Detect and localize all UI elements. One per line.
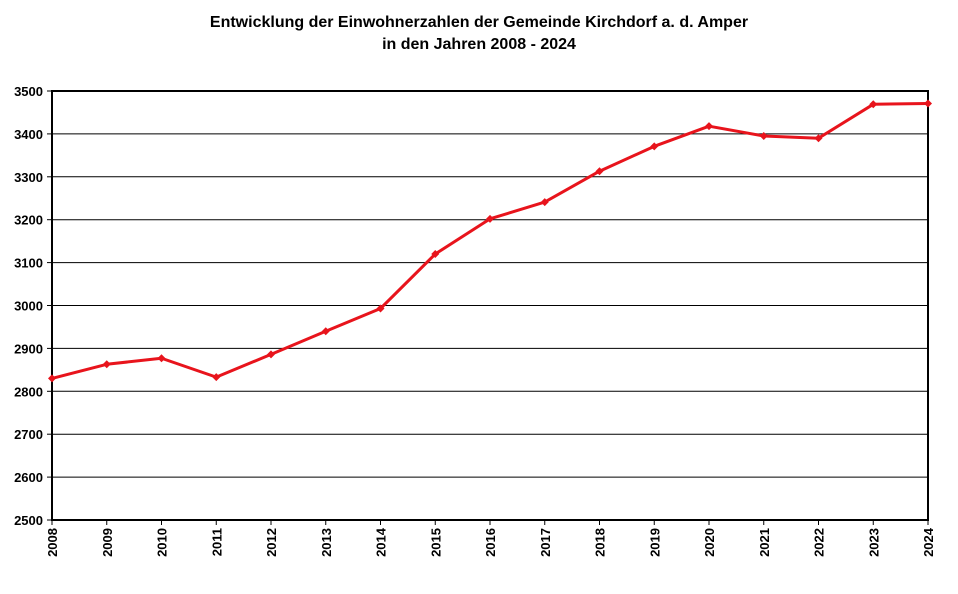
data-point	[321, 327, 330, 336]
y-tick-label: 3500	[14, 84, 43, 99]
data-point	[157, 354, 166, 363]
y-tick-label: 2600	[14, 470, 43, 485]
x-tick-label: 2019	[647, 528, 662, 557]
x-tick-label: 2016	[483, 528, 498, 557]
data-point	[540, 198, 549, 207]
x-tick-label: 2020	[702, 528, 717, 557]
x-tick-label: 2015	[428, 528, 443, 557]
x-tick-label: 2008	[45, 528, 60, 557]
x-tick-label: 2009	[100, 528, 115, 557]
y-tick-label: 3400	[14, 127, 43, 142]
data-point	[924, 99, 932, 108]
x-tick-label: 2024	[921, 527, 936, 557]
data-point	[102, 360, 111, 369]
data-point	[759, 132, 768, 141]
data-point	[486, 214, 494, 223]
y-tick-label: 2500	[14, 513, 43, 528]
x-tick-label: 2018	[593, 528, 608, 557]
x-tick-label: 2013	[319, 528, 334, 557]
x-tick-label: 2022	[812, 528, 827, 557]
x-tick-label: 2017	[538, 528, 553, 557]
axes	[47, 90, 929, 525]
tick-labels: 2500 2600 2700 2800 2900 3000 3100 3200 3300 3400…	[14, 84, 936, 557]
data-point	[212, 373, 221, 382]
y-tick-label: 3100	[14, 256, 43, 271]
y-tick-label: 2700	[14, 427, 43, 442]
data-point	[869, 100, 878, 109]
data-point	[48, 374, 56, 383]
y-tick-label: 3200	[14, 213, 43, 228]
data-point	[705, 122, 713, 131]
data-point	[595, 167, 604, 176]
data-point	[431, 250, 440, 259]
x-tick-label: 2011	[209, 528, 224, 556]
y-tick-label: 3000	[14, 299, 43, 314]
chart-title-line-1: Entwicklung der Einwohnerzahlen der Geme…	[209, 14, 749, 31]
data-point	[376, 304, 385, 313]
x-tick-label: 2014	[374, 527, 389, 557]
data-point	[267, 350, 275, 359]
data-point	[814, 134, 823, 143]
chart-title-line-2: in den Jahren 2008 - 2024	[382, 36, 576, 53]
y-tick-label: 3300	[14, 170, 43, 185]
x-tick-label: 2012	[264, 528, 279, 557]
data-point	[650, 142, 659, 151]
x-tick-label: 2023	[866, 528, 881, 557]
y-tick-label: 2800	[14, 384, 43, 399]
x-tick-label: 2010	[155, 528, 170, 557]
series-line	[51, 101, 929, 380]
y-tick-label: 2900	[14, 341, 43, 356]
gridlines	[52, 133, 928, 478]
x-tick-label: 2021	[757, 528, 772, 557]
series-layer	[48, 99, 932, 383]
